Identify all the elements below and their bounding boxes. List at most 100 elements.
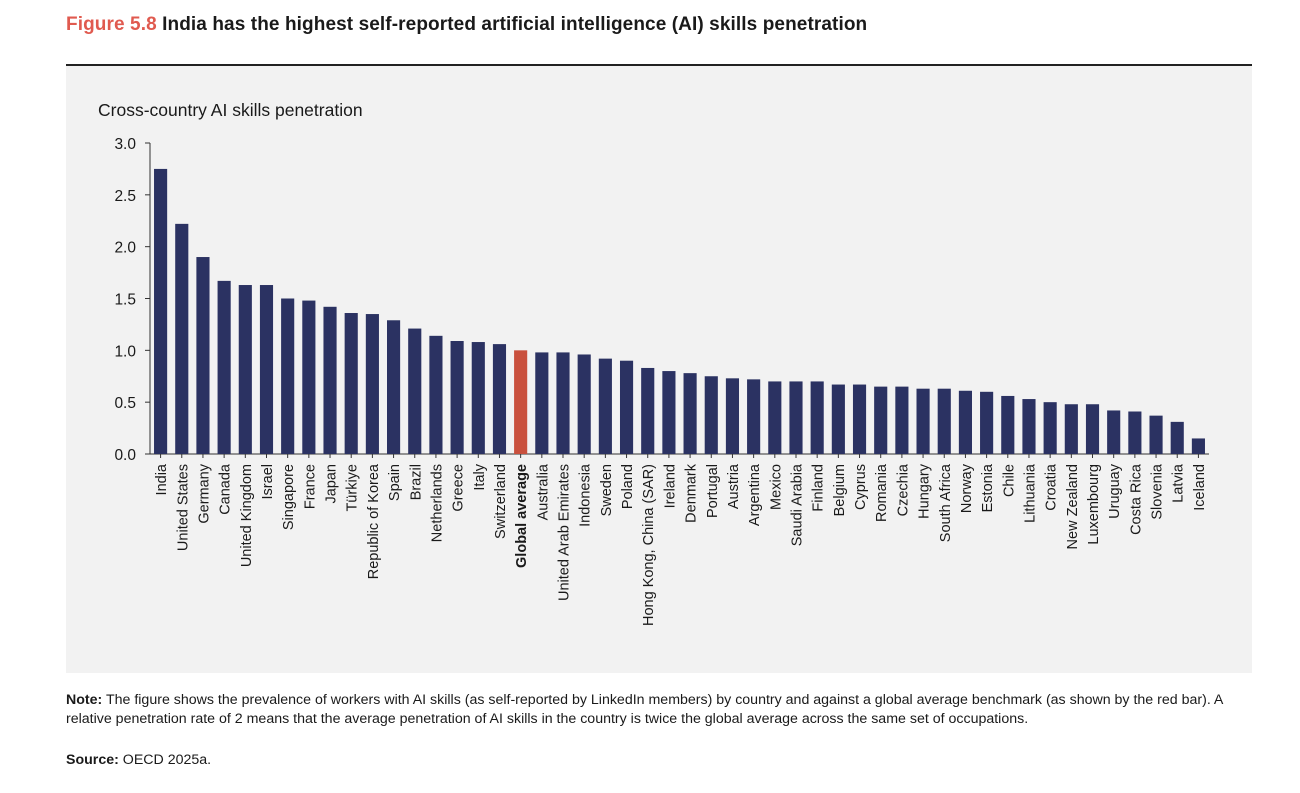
bar-latvia [1170,421,1184,454]
x-tick-label: Ireland [662,464,678,508]
x-tick-label: Saudi Arabia [789,463,805,546]
x-tick-label: South Africa [938,463,954,542]
bar-israel [259,285,274,454]
x-tick-label: Denmark [684,463,700,523]
bar-spain [387,320,401,454]
bar-united-kingdom [238,285,252,454]
x-tick-label: New Zealand [1065,464,1081,549]
x-tick-label: Switzerland [493,464,509,539]
bar-estonia [980,391,994,454]
bar-greece [450,341,464,454]
chart-title: Cross-country AI skills penetration [98,100,363,120]
x-tick-label: Brazil [408,464,424,500]
source-label: Source: [66,752,119,768]
x-tick-label: Portugal [705,464,721,518]
y-tick-label: 3.0 [114,136,136,153]
bar-uruguay [1107,410,1121,454]
bar-slovenia [1149,415,1163,454]
bar-lithuania [1022,399,1036,454]
bar-india [154,168,168,454]
x-tick-label: Indonesia [578,463,594,527]
x-tick-label: Cyprus [853,464,869,510]
bar-cyprus [852,384,867,454]
x-tick-label: Italy [472,463,488,490]
x-tick-label: Poland [620,464,636,509]
bar-finland [810,381,824,454]
bar-croatia [1043,402,1057,454]
bar-luxembourg [1085,404,1100,454]
bar-south-africa [937,388,951,454]
x-tick-label: Slovenia [1150,463,1166,520]
bar-t-rkiye [344,313,358,454]
x-tick-label: Türkiye [345,464,361,512]
x-tick-label: India [154,463,170,495]
bar-indonesia [577,354,591,454]
y-tick-label: 0.5 [114,395,136,412]
bar-switzerland [492,344,507,454]
y-tick-label: 2.5 [114,188,136,205]
x-tick-label: Uruguay [1107,463,1123,519]
bar-germany [196,257,210,454]
x-tick-label: United Arab Emirates [557,464,573,601]
bar-romania [874,386,888,454]
bar-italy [471,342,485,454]
x-tick-label: Spain [387,464,403,501]
x-tick-label: Finland [811,464,827,512]
x-tick-label: Netherlands [429,464,445,542]
x-tick-label: Israel [260,464,276,499]
bar-australia [535,352,549,454]
bar-austria [725,378,740,454]
x-tick-label: United States [175,464,191,551]
x-tick-label: Global average [514,464,530,568]
x-tick-label: Sweden [599,464,615,516]
y-tick-label: 2.0 [114,240,136,257]
bar-brazil [408,328,422,454]
bar-portugal [704,376,718,454]
x-tick-label: Chile [1001,464,1017,497]
figure-label: Figure 5.8 [66,14,157,35]
x-tick-label: Iceland [1192,464,1208,511]
figure-title: Figure 5.8 India has the highest self-re… [66,14,867,36]
bar-chile [1001,395,1015,454]
bar-hungary [916,388,930,454]
x-tick-label: Greece [451,464,467,512]
bar-norway [958,390,972,454]
x-tick-label: Austria [726,463,742,509]
figure-source: Source: OECD 2025a. [66,752,211,768]
y-tick-label: 0.0 [114,447,136,464]
bar-chart: Cross-country AI skills penetration 0.0 0… [98,100,1209,626]
x-tick-label: Costa Rica [1128,463,1144,535]
chart-panel: Cross-country AI skills penetration 0.0 0… [66,66,1252,673]
note-label: Note: [66,692,103,708]
bar-france [302,300,316,454]
source-text: OECD 2025a. [122,752,212,768]
bar-saudi-arabia [789,381,803,454]
bar-mexico [768,381,782,454]
y-tick-label: 1.5 [114,292,136,309]
bar-poland [619,360,634,454]
x-tick-label: Canada [218,463,234,515]
x-tick-label: Luxembourg [1086,464,1102,545]
bar-japan [323,306,337,454]
x-tick-label: United Kingdom [239,464,255,567]
x-tick-label: Lithuania [1022,463,1038,523]
bar-united-states [175,223,189,454]
bar-czechia [895,386,909,454]
title-rule [66,64,1252,66]
bar-netherlands [429,335,443,454]
x-tick-label: Belgium [832,464,848,516]
bar-argentina [747,379,761,454]
bars [154,168,1205,454]
x-tick-label: Croatia [1044,463,1060,511]
bar-denmark [683,373,697,454]
bar-republic-of-korea [365,314,379,454]
x-tick-label: Estonia [980,463,996,512]
bar-iceland [1191,438,1205,454]
figure-note: Note: The figure shows the prevalence of… [66,691,1256,729]
bar-global-average [514,350,528,454]
x-tick-label: Germany [196,463,212,523]
x-tick-label: Mexico [768,464,784,510]
x-tick-label: Hong Kong, China (SAR) [641,464,657,626]
y-tick-label: 1.0 [114,343,136,360]
x-tick-label: Latvia [1171,463,1187,503]
